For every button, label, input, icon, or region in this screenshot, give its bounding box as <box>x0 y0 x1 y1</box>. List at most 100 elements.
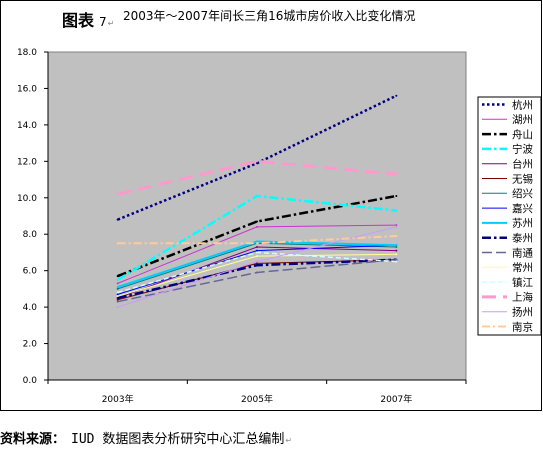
data-point <box>395 94 398 97</box>
series-3 <box>116 194 398 278</box>
data-point <box>256 255 258 258</box>
data-point <box>256 160 258 163</box>
data-point <box>116 300 119 303</box>
data-point <box>116 306 119 309</box>
legend-item: 舟山 <box>482 128 533 141</box>
figure-label-prefix: 图表 <box>62 11 95 30</box>
legend-label: 南京 <box>512 320 533 333</box>
legend-label: 湖州 <box>512 114 533 126</box>
series-14 <box>116 159 398 196</box>
legend-label: 无锡 <box>512 172 533 185</box>
legend-item: 台州 <box>482 158 533 171</box>
legend-label: 镇江 <box>512 276 533 289</box>
legend-label: 扬州 <box>512 306 533 319</box>
y-tick-label: 6.0 <box>23 267 38 277</box>
series-line <box>117 159 397 196</box>
data-point <box>116 275 119 278</box>
legend-item: 南京 <box>482 320 533 333</box>
legend-item: 嘉兴 <box>482 202 533 215</box>
x-tick-label: 2005年 <box>241 393 273 405</box>
data-point <box>256 225 258 228</box>
data-point <box>395 209 398 212</box>
legend-item: 无锡 <box>482 172 533 185</box>
legend-item: 南通 <box>482 246 533 259</box>
legend-item: 泰州 <box>482 232 533 245</box>
series-13 <box>116 251 398 294</box>
legend-label: 杭州 <box>512 98 533 111</box>
data-point <box>116 295 119 298</box>
legend-item: 常州 <box>482 261 533 274</box>
legend-label: 泰州 <box>512 232 533 245</box>
data-point <box>395 245 398 248</box>
data-point <box>116 278 119 281</box>
data-point <box>116 193 119 196</box>
legend-item: 上海 <box>482 291 533 304</box>
data-point <box>116 298 119 301</box>
series-12 <box>116 253 398 298</box>
data-point <box>395 258 398 261</box>
legend-label: 上海 <box>512 291 533 304</box>
legend-item: 绍兴 <box>482 187 533 200</box>
y-tick-label: 14.0 <box>17 121 37 131</box>
y-tick-label: 16.0 <box>17 84 37 94</box>
data-point <box>395 244 398 247</box>
data-point <box>256 249 258 252</box>
series-2 <box>116 224 398 285</box>
data-point <box>395 224 398 227</box>
data-point <box>116 297 119 299</box>
source-text: IUD 数据图表分析研究中心汇总编制 <box>71 432 285 447</box>
legend-label: 南通 <box>512 246 533 259</box>
chart-title: 2003年～2007年间长三角16城市房价收入比变化情况 <box>123 9 416 23</box>
data-point <box>256 242 258 245</box>
data-point <box>256 271 258 274</box>
data-point <box>395 173 398 176</box>
legend-label: 嘉兴 <box>512 202 533 215</box>
data-point <box>116 293 119 296</box>
y-tick-label: 18.0 <box>17 48 37 58</box>
legend-label: 宁波 <box>512 143 533 156</box>
legend-item: 宁波 <box>482 143 533 156</box>
y-tick-label: 4.0 <box>23 303 38 313</box>
legend-label: 绍兴 <box>512 187 533 200</box>
data-point <box>256 245 258 248</box>
data-point <box>256 194 258 197</box>
x-tick-label: 2007年 <box>380 393 412 405</box>
data-point <box>116 282 119 285</box>
paragraph-mark: ↵ <box>107 19 115 28</box>
y-tick-label: 0.0 <box>23 376 38 386</box>
data-point <box>256 162 258 165</box>
series-9 <box>116 240 398 289</box>
data-point <box>256 264 258 267</box>
series-1 <box>116 94 398 221</box>
data-point <box>116 218 119 221</box>
legend-item: 镇江 <box>482 276 533 289</box>
y-tick-label: 10.0 <box>17 194 37 204</box>
paragraph-mark: ↵ <box>285 436 293 445</box>
legend-label: 常州 <box>512 261 533 274</box>
source-note: 资料来源： IUD 数据图表分析研究中心汇总编制↵ <box>0 433 292 446</box>
y-tick-label: 2.0 <box>23 340 38 350</box>
data-point <box>116 291 119 294</box>
legend-item: 扬州 <box>482 306 533 319</box>
data-point <box>256 260 258 263</box>
data-point <box>395 260 398 263</box>
legend-label: 舟山 <box>512 128 533 141</box>
series-16 <box>116 235 398 245</box>
legend-box <box>477 96 542 336</box>
source-label: 资料来源： <box>0 432 66 447</box>
legend-label: 苏州 <box>512 217 533 230</box>
data-point <box>256 220 258 223</box>
data-point <box>116 286 119 289</box>
data-point <box>256 262 258 265</box>
data-point <box>256 251 258 254</box>
y-tick-label: 8.0 <box>23 230 38 240</box>
figure-label: 图表 7↵ <box>62 13 114 29</box>
data-point <box>256 240 258 243</box>
data-point <box>395 235 398 238</box>
data-point <box>395 253 398 256</box>
y-tick-label: 12.0 <box>17 157 37 167</box>
data-point <box>395 225 398 228</box>
data-point <box>116 287 119 290</box>
